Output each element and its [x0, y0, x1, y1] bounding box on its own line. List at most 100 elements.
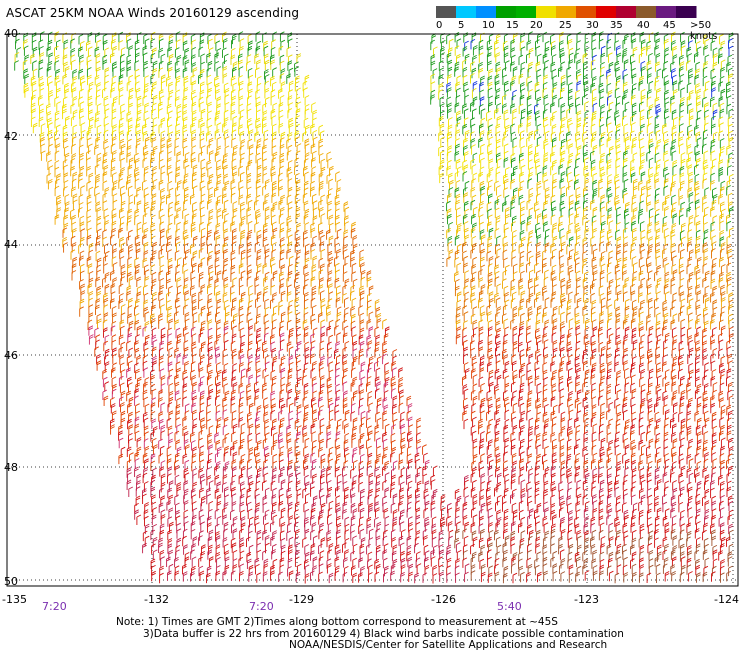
- wind-barb: [169, 319, 173, 329]
- wind-barb: [281, 132, 285, 142]
- wind-barb: [585, 473, 589, 483]
- wind-barb: [504, 488, 508, 498]
- wind-barb: [657, 88, 661, 98]
- wind-barb: [391, 452, 395, 462]
- wind-barb: [551, 152, 555, 162]
- wind-barb: [504, 158, 508, 168]
- wind-barb: [721, 369, 725, 379]
- wind-barb: [696, 473, 700, 483]
- wind-barb: [272, 348, 276, 358]
- wind-barb: [569, 410, 573, 420]
- wind-barb: [72, 154, 76, 164]
- wind-barb: [281, 356, 285, 366]
- wind-barb: [608, 33, 612, 43]
- wind-barb: [344, 461, 348, 471]
- wind-barb: [177, 111, 181, 121]
- wind-barb: [232, 475, 236, 485]
- wind-barb: [575, 445, 579, 455]
- wind-barb: [16, 39, 20, 49]
- wind-barb: [727, 180, 731, 190]
- wind-barb: [304, 333, 308, 343]
- wind-barb: [199, 382, 203, 392]
- wind-barb: [433, 466, 437, 476]
- wind-barb: [721, 467, 725, 477]
- wind-barb: [295, 165, 299, 175]
- wind-barb: [239, 445, 243, 455]
- wind-barb: [463, 242, 467, 252]
- wind-barb: [97, 158, 101, 168]
- wind-barb: [585, 229, 589, 239]
- wind-barb: [25, 55, 29, 65]
- wind-barb: [143, 327, 147, 337]
- wind-barb: [463, 306, 467, 316]
- wind-barb: [624, 60, 628, 70]
- wind-barb: [538, 34, 542, 44]
- wind-barb: [609, 251, 613, 261]
- wind-barb: [521, 165, 525, 175]
- wind-barb: [199, 249, 203, 259]
- wind-barb: [544, 277, 548, 287]
- wind-barb: [472, 145, 476, 155]
- wind-barb: [87, 235, 91, 245]
- wind-barb: [72, 88, 76, 98]
- wind-barb: [576, 194, 580, 204]
- wind-barb: [464, 354, 468, 364]
- wind-barb: [224, 340, 228, 350]
- wind-barb: [137, 447, 141, 457]
- wind-barb: [167, 194, 171, 204]
- wind-barb: [512, 382, 516, 392]
- wind-barb: [119, 95, 123, 105]
- wind-barb: [681, 202, 685, 212]
- wind-barb: [399, 460, 403, 470]
- wind-barb: [503, 202, 507, 212]
- wind-barb: [513, 341, 517, 351]
- wind-barb: [224, 452, 228, 462]
- wind-barb: [527, 200, 531, 210]
- wind-barb: [640, 412, 644, 422]
- wind-barb: [489, 440, 493, 450]
- wind-barb: [688, 496, 692, 506]
- wind-barb: [648, 361, 652, 371]
- wind-barb: [129, 75, 133, 85]
- wind-barb: [631, 319, 635, 329]
- wind-barb: [321, 264, 325, 274]
- wind-barb: [633, 153, 637, 163]
- wind-barb: [632, 495, 636, 505]
- wind-barb: [543, 82, 547, 92]
- wind-barb: [335, 411, 339, 421]
- wind-barb: [487, 481, 491, 491]
- wind-barb: [215, 187, 219, 197]
- wind-barb: [304, 188, 308, 198]
- wind-barb: [519, 446, 523, 456]
- wind-barb: [327, 326, 331, 336]
- wind-barb: [624, 494, 628, 504]
- wind-barb: [674, 403, 678, 413]
- wind-barb: [89, 335, 93, 345]
- wind-barb: [208, 256, 212, 266]
- wind-barb: [96, 242, 100, 252]
- wind-barb: [503, 314, 507, 324]
- wind-barb: [665, 48, 669, 58]
- wind-barb: [575, 243, 579, 253]
- wind-barb: [567, 244, 571, 254]
- wind-barb: [233, 364, 237, 374]
- wind-barb: [224, 249, 228, 259]
- wind-barb: [152, 109, 156, 119]
- wind-barb: [105, 284, 109, 294]
- wind-barb: [24, 46, 28, 56]
- wind-barb: [249, 89, 253, 99]
- wind-barb: [393, 368, 397, 378]
- wind-barb: [664, 396, 668, 406]
- wind-barb: [111, 167, 115, 177]
- wind-barb: [593, 271, 597, 281]
- wind-barb: [617, 390, 621, 400]
- wind-barb: [96, 95, 100, 105]
- wind-barb: [479, 327, 483, 337]
- wind-barb: [103, 60, 107, 70]
- wind-barb: [633, 47, 637, 57]
- wind-barb: [545, 298, 549, 308]
- wind-barb: [521, 221, 525, 231]
- wind-barb: [641, 335, 645, 345]
- wind-barb: [177, 55, 181, 65]
- wind-barb: [561, 335, 565, 345]
